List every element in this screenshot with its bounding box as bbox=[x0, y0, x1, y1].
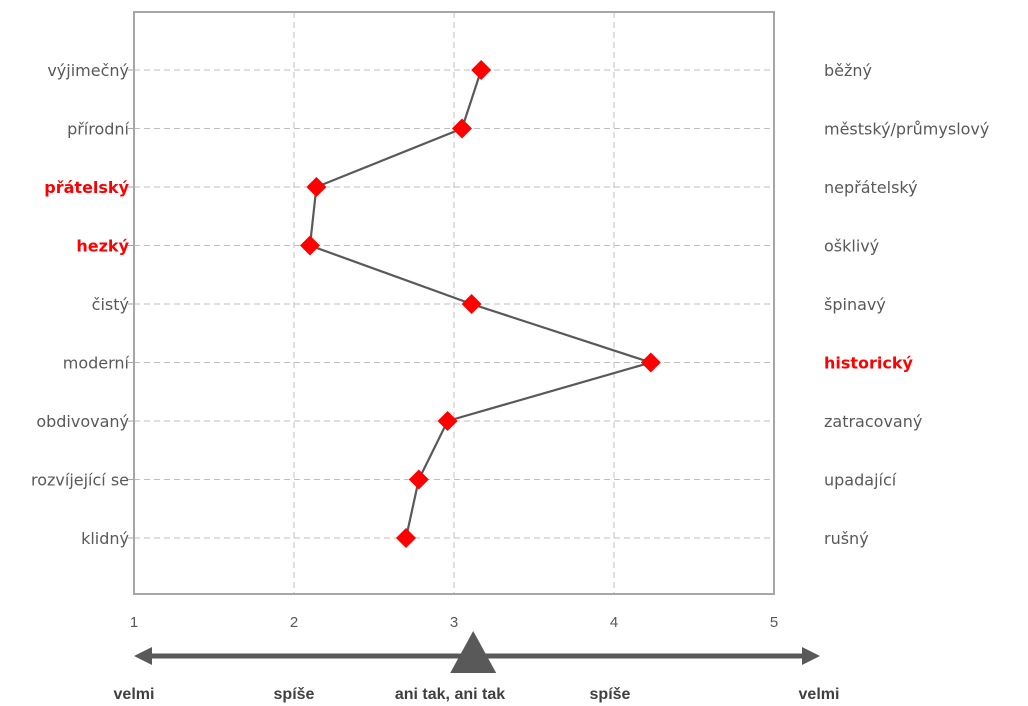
right-attribute-label: běžný bbox=[824, 61, 872, 80]
right-attribute-label: městský/průmyslový bbox=[824, 120, 989, 139]
right-attribute-label: nepřátelský bbox=[824, 178, 918, 197]
data-point-marker bbox=[640, 352, 661, 373]
right-attribute-label: zatracovaný bbox=[824, 412, 922, 431]
x-tick-label: 3 bbox=[450, 614, 458, 631]
right-attribute-label: upadající bbox=[824, 471, 897, 490]
left-attribute-label: přírodní bbox=[67, 120, 129, 139]
left-attribute-label: moderní bbox=[63, 354, 130, 373]
right-attribute-label: ošklivý bbox=[824, 237, 879, 256]
left-attribute-label: čistý bbox=[92, 295, 129, 314]
data-point-marker bbox=[437, 411, 458, 431]
x-tick-label: 5 bbox=[770, 614, 778, 631]
right-attribute-label: rušný bbox=[824, 529, 869, 548]
mean-triangle-marker bbox=[450, 631, 497, 673]
data-point-marker bbox=[452, 118, 472, 139]
data-point-marker bbox=[300, 235, 320, 256]
data-point-marker bbox=[306, 177, 327, 197]
data-point-marker bbox=[408, 469, 429, 490]
left-attribute-label: výjimečný bbox=[47, 61, 129, 80]
plot-frame bbox=[133, 11, 775, 595]
axis-layer: 1 2 3 4 5 velmi spíše ani tak, ani tak spíše velm… bbox=[114, 614, 840, 703]
scale-arrow-left-head bbox=[134, 647, 152, 665]
left-attribute-label: přátelský bbox=[44, 178, 129, 197]
data-point-marker bbox=[396, 528, 416, 548]
scale-word-label: spíše bbox=[590, 686, 631, 703]
left-attribute-label: klidný bbox=[81, 529, 129, 548]
x-tick-label: 1 bbox=[130, 614, 138, 631]
scale-arrow-right-head bbox=[802, 647, 820, 665]
series-layer bbox=[300, 60, 661, 548]
data-point-marker bbox=[471, 60, 492, 80]
scale-word-label: spíše bbox=[274, 686, 315, 703]
scale-word-label: ani tak, ani tak bbox=[395, 686, 505, 703]
label-layer: výjimečný běžný přírodní městský/průmyslový… bbox=[31, 61, 989, 548]
left-attribute-label: obdivovaný bbox=[36, 412, 129, 431]
data-point-marker bbox=[461, 294, 482, 314]
right-attribute-label: historický bbox=[824, 354, 914, 373]
x-tick-label: 2 bbox=[290, 614, 298, 631]
scale-word-label: velmi bbox=[114, 686, 155, 703]
x-tick-label: 4 bbox=[610, 614, 618, 631]
scale-word-label: velmi bbox=[799, 686, 840, 703]
grid-layer bbox=[128, 12, 774, 594]
left-attribute-label: hezký bbox=[76, 237, 129, 256]
left-attribute-label: rozvíjející se bbox=[31, 471, 129, 490]
right-attribute-label: špinavý bbox=[824, 295, 886, 314]
